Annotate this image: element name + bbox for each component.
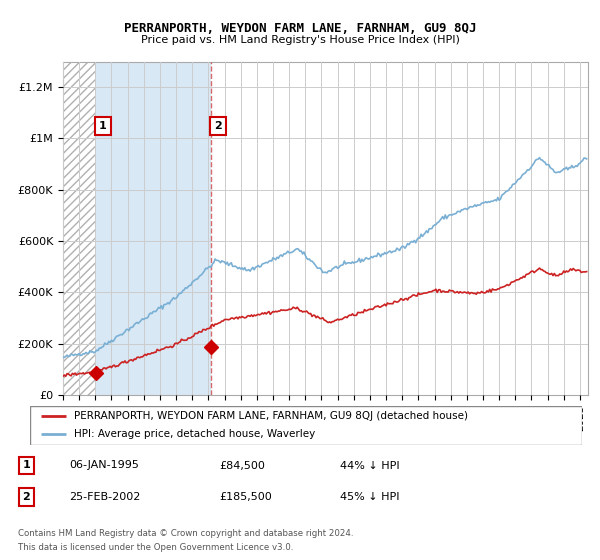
Bar — [63, 62, 95, 395]
Text: 2: 2 — [23, 492, 30, 502]
Text: 25-FEB-2002: 25-FEB-2002 — [70, 492, 141, 502]
Text: 44% ↓ HPI: 44% ↓ HPI — [340, 460, 400, 470]
Text: PERRANPORTH, WEYDON FARM LANE, FARNHAM, GU9 8QJ (detached house): PERRANPORTH, WEYDON FARM LANE, FARNHAM, … — [74, 411, 468, 421]
Text: 2: 2 — [214, 120, 222, 130]
Text: 06-JAN-1995: 06-JAN-1995 — [70, 460, 139, 470]
Text: Contains HM Land Registry data © Crown copyright and database right 2024.: Contains HM Land Registry data © Crown c… — [18, 529, 353, 538]
Text: £84,500: £84,500 — [220, 460, 265, 470]
Text: Price paid vs. HM Land Registry's House Price Index (HPI): Price paid vs. HM Land Registry's House … — [140, 35, 460, 45]
Text: 1: 1 — [23, 460, 30, 470]
Text: 1: 1 — [99, 120, 107, 130]
Text: This data is licensed under the Open Government Licence v3.0.: This data is licensed under the Open Gov… — [18, 543, 293, 552]
Bar — [95, 62, 211, 395]
Text: HPI: Average price, detached house, Waverley: HPI: Average price, detached house, Wave… — [74, 429, 316, 439]
Text: 45% ↓ HPI: 45% ↓ HPI — [340, 492, 400, 502]
Bar — [63, 62, 95, 395]
Text: PERRANPORTH, WEYDON FARM LANE, FARNHAM, GU9 8QJ: PERRANPORTH, WEYDON FARM LANE, FARNHAM, … — [124, 22, 476, 35]
Text: £185,500: £185,500 — [220, 492, 272, 502]
